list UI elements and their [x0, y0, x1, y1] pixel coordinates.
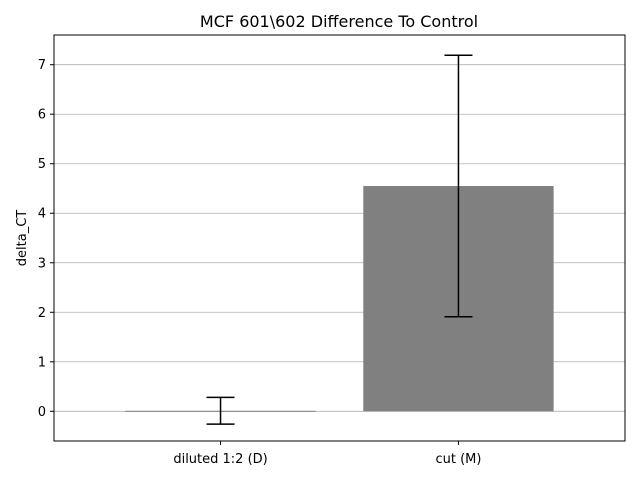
x-tick-label: diluted 1:2 (D)	[173, 452, 267, 467]
plot-frame	[53, 34, 626, 442]
y-tick-label: 0	[38, 405, 46, 420]
axis-ticks: 0 1 2 3 4 5 6 7 diluted 1:2 (D) cut (M)	[38, 58, 482, 467]
y-tick-label: 1	[38, 355, 46, 370]
chart-title: MCF 601\602 Difference To Control	[200, 12, 478, 31]
y-tick-label: 7	[38, 58, 46, 73]
y-tick-label: 2	[38, 306, 46, 321]
y-tick-label: 4	[38, 207, 46, 222]
x-tick-label: cut (M)	[435, 452, 481, 467]
y-tick-label: 6	[38, 108, 46, 123]
y-tick-label: 3	[38, 256, 46, 271]
error-bars	[206, 54, 473, 425]
y-axis-label: delta_CT	[15, 210, 30, 267]
y-tick-label: 5	[38, 157, 46, 172]
